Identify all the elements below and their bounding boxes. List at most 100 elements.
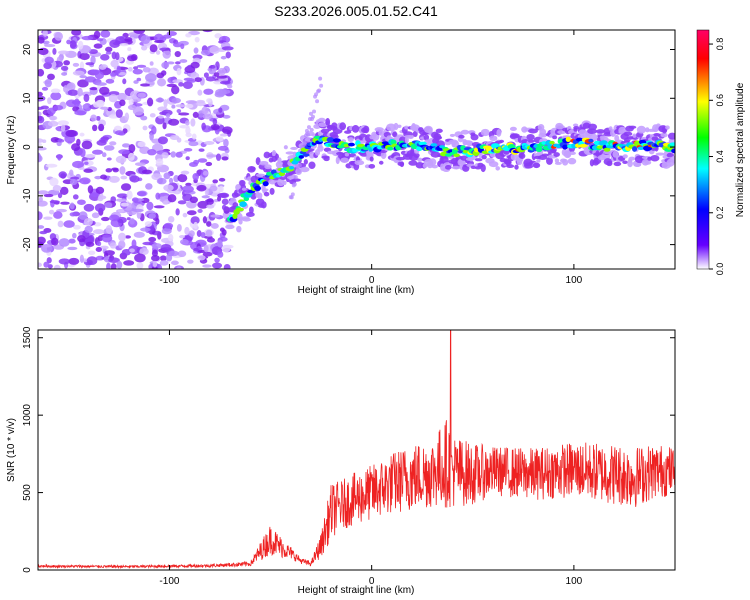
noise-blob xyxy=(197,208,203,214)
noise-blob xyxy=(125,96,132,101)
noise-blob xyxy=(69,169,74,177)
noise-blob xyxy=(209,185,218,192)
noise-blob xyxy=(49,115,58,121)
noise-blob xyxy=(66,83,74,89)
noise-blob xyxy=(182,193,193,202)
noise-blob xyxy=(83,93,90,103)
noise-blob xyxy=(217,239,223,248)
noise-blob xyxy=(129,248,135,253)
track-halo xyxy=(423,134,430,141)
noise-blob xyxy=(91,149,104,155)
noise-blob xyxy=(201,122,206,131)
track-halo xyxy=(541,153,549,157)
noise-blob xyxy=(175,208,180,216)
noise-blob xyxy=(43,62,52,70)
track-halo xyxy=(344,152,350,157)
track-halo xyxy=(666,152,674,158)
noise-blob xyxy=(52,185,62,192)
noise-blob xyxy=(84,161,89,165)
noise-blob xyxy=(129,218,135,225)
snr-y-axis-label: SNR (10 * v/v) xyxy=(6,418,17,482)
noise-blob xyxy=(132,68,143,75)
noise-blob xyxy=(218,89,231,95)
noise-blob xyxy=(38,262,42,268)
noise-blob xyxy=(77,79,89,88)
noise-blob xyxy=(38,47,49,56)
track-branch xyxy=(306,125,311,130)
noise-blob xyxy=(108,214,120,222)
noise-blob xyxy=(60,124,66,132)
track-halo xyxy=(363,125,370,134)
track-core xyxy=(387,146,394,151)
track-halo xyxy=(263,191,270,197)
noise-blob xyxy=(137,92,146,98)
noise-blob xyxy=(171,85,180,95)
track-halo xyxy=(632,133,637,138)
track-halo xyxy=(655,152,666,156)
track-halo xyxy=(410,147,415,156)
noise-blob xyxy=(111,51,117,60)
noise-blob xyxy=(38,153,42,162)
track-branch xyxy=(302,141,307,146)
y-tick-label: 500 xyxy=(22,484,33,501)
track-halo xyxy=(510,133,520,139)
noise-blob xyxy=(57,120,70,126)
noise-blob xyxy=(176,137,182,143)
noise-blob xyxy=(72,70,85,76)
noise-blob xyxy=(73,98,80,108)
track-halo xyxy=(528,139,535,143)
track-halo xyxy=(283,145,288,150)
noise-blob xyxy=(110,263,117,269)
noise-blob xyxy=(156,72,165,79)
noise-blob xyxy=(222,114,231,119)
noise-blob xyxy=(217,251,224,258)
track-core xyxy=(596,145,605,149)
track-halo xyxy=(431,164,439,169)
track-halo xyxy=(404,136,409,144)
noise-blob xyxy=(127,104,137,111)
noise-blob xyxy=(97,197,104,202)
track-halo xyxy=(238,219,243,225)
noise-blob xyxy=(44,43,56,48)
noise-blob xyxy=(155,50,161,55)
track-halo xyxy=(354,160,365,166)
noise-blob xyxy=(43,216,53,220)
track-halo xyxy=(236,225,242,233)
track-branch xyxy=(304,128,309,133)
noise-blob xyxy=(38,111,42,117)
track-halo xyxy=(435,128,443,134)
noise-blob xyxy=(170,260,179,266)
noise-blob xyxy=(182,212,188,218)
noise-blob xyxy=(194,36,200,43)
track-halo xyxy=(291,178,301,182)
noise-blob xyxy=(215,153,222,161)
noise-blob xyxy=(159,47,171,51)
track-halo xyxy=(412,130,418,137)
noise-blob xyxy=(163,222,174,229)
track-halo xyxy=(257,192,263,200)
noise-blob xyxy=(79,132,85,137)
track-halo xyxy=(260,201,267,209)
noise-blob xyxy=(179,234,186,239)
noise-blob xyxy=(57,50,70,55)
track-halo xyxy=(451,165,461,170)
track-halo xyxy=(399,161,405,168)
noise-blob xyxy=(53,211,63,219)
noise-blob xyxy=(95,255,105,261)
noise-blob xyxy=(77,199,86,205)
track-branch xyxy=(318,76,323,81)
noise-blob xyxy=(118,71,127,76)
noise-blob xyxy=(136,77,142,82)
noise-blob xyxy=(149,113,156,118)
noise-blob xyxy=(155,192,161,200)
noise-blob xyxy=(151,125,157,135)
track-branch xyxy=(311,114,316,119)
noise-blob xyxy=(151,254,160,262)
noise-blob xyxy=(223,264,231,269)
noise-blob xyxy=(50,88,61,94)
track-core xyxy=(671,148,675,154)
noise-blob xyxy=(136,64,147,68)
noise-blob xyxy=(203,141,215,145)
noise-blob xyxy=(128,152,135,161)
noise-blob xyxy=(94,175,102,180)
